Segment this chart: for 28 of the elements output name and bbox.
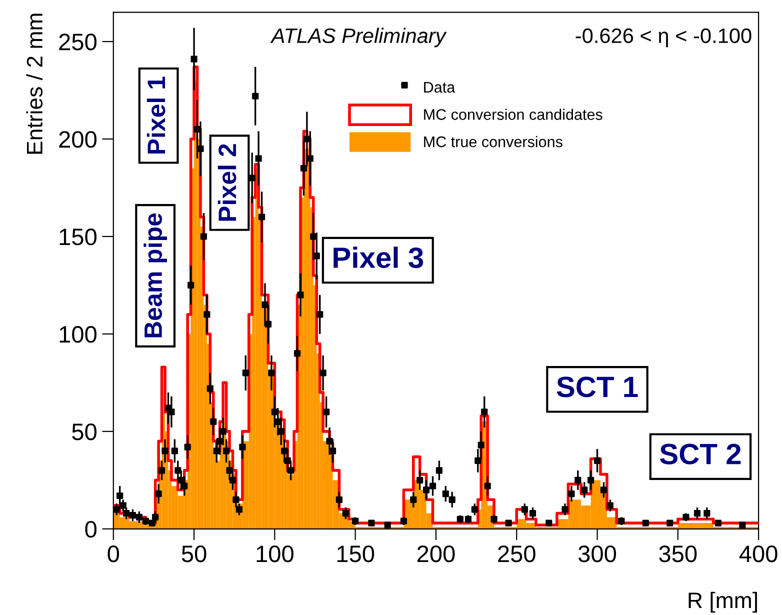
annotation: Pixel 1 [146, 76, 166, 154]
annotation: Pixel 2 [218, 144, 236, 221]
y-tick-label: 0 [85, 520, 96, 538]
x-tick-label: 0 [108, 545, 120, 562]
y-tick-label: 200 [59, 131, 96, 148]
y-tick-label: 150 [60, 228, 96, 246]
x-tick-label: 100 [256, 545, 294, 562]
legend-label: Data [424, 82, 456, 93]
annotation: SCT 2 [660, 444, 741, 464]
x-tick-label: 350 [659, 545, 697, 562]
annotation: Beam pipe [144, 213, 167, 338]
x-tick-label: 300 [578, 545, 616, 562]
y-tick-label: 250 [59, 34, 96, 50]
y-tick-label: 100 [60, 326, 96, 343]
annotation: Pixel 3 [334, 246, 424, 268]
legend-label: MC conversion candidates [424, 108, 602, 120]
legend-label: MC true conversions [424, 136, 562, 148]
y-tick-label: 50 [72, 423, 96, 440]
y-axis-title: Entries / 2 mm [26, 14, 43, 154]
annotation: -0.626 < η < -0.100 [576, 28, 752, 48]
x-tick-label: 250 [498, 545, 536, 562]
annotation: ATLAS Preliminary [270, 28, 447, 48]
x-tick-label: 150 [337, 545, 374, 562]
x-tick-label: 50 [182, 545, 206, 562]
x-tick-label: 200 [417, 545, 455, 562]
annotation: SCT 1 [556, 376, 638, 398]
x-axis-title: R [mm] [688, 592, 757, 613]
x-tick-label: 400 [739, 545, 778, 562]
